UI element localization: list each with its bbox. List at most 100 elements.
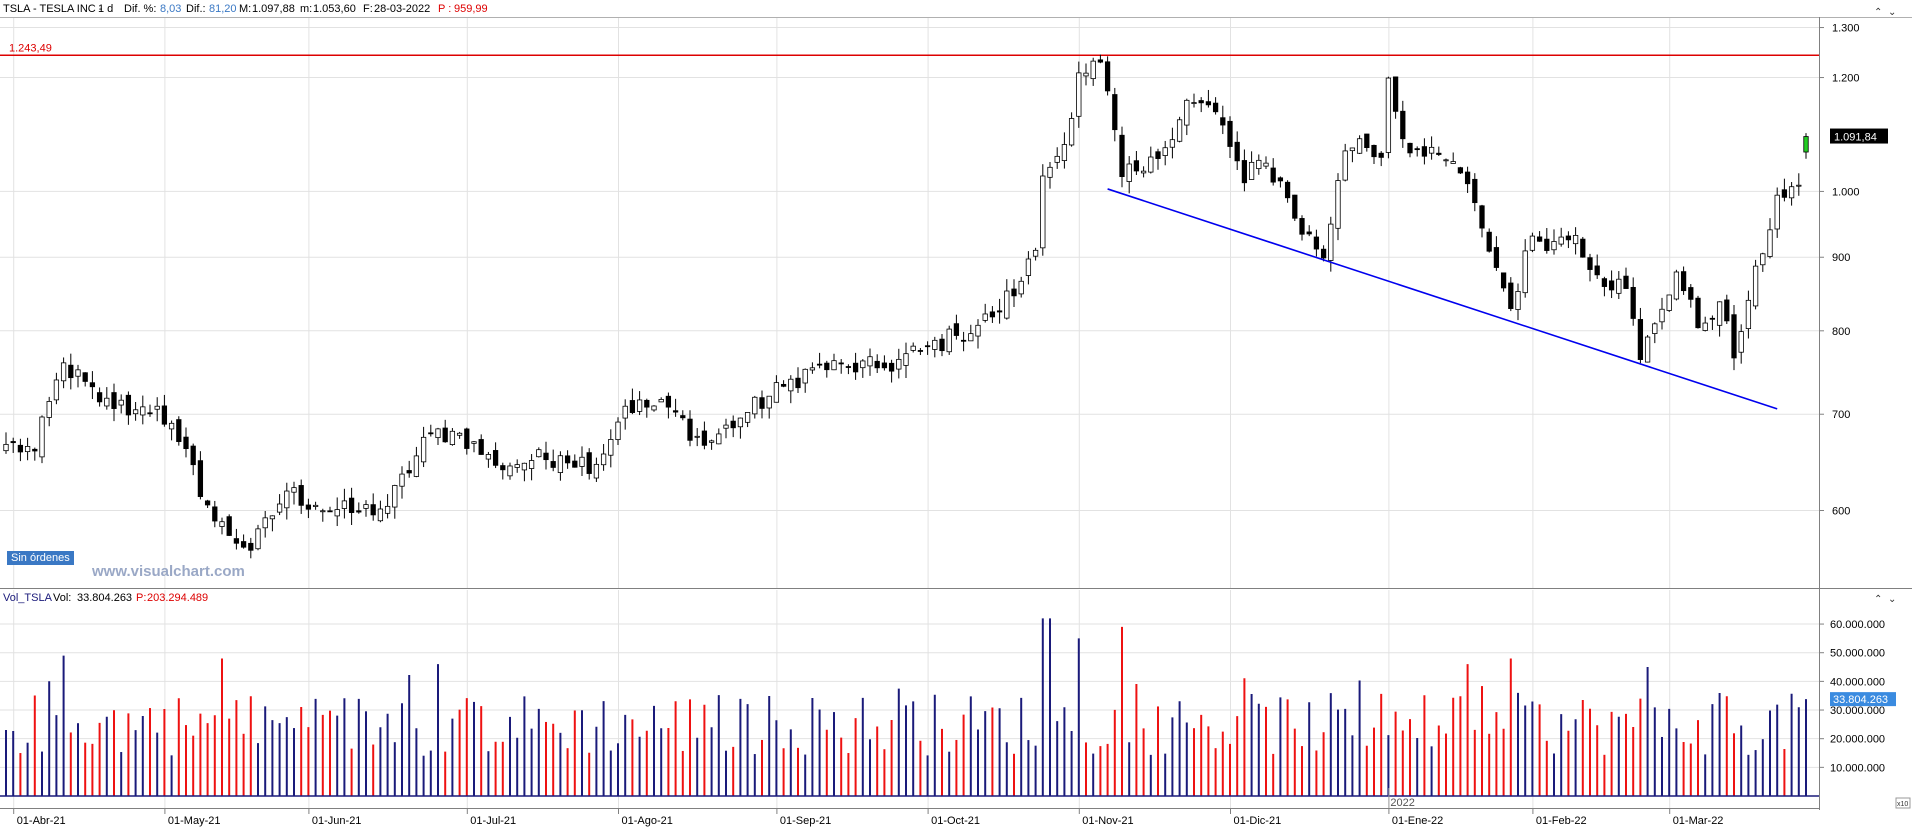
candle-body	[924, 345, 931, 348]
watermark: www.visualchart.com	[92, 563, 245, 580]
candle-body	[1270, 167, 1276, 183]
candle-body	[1709, 317, 1716, 320]
volume-series	[0, 618, 1819, 797]
candle-body	[1515, 291, 1521, 310]
candle-body	[1241, 160, 1248, 184]
volume-panel-scroll-arrows[interactable]: ⌃ ⌄	[1874, 594, 1896, 605]
orders-badge[interactable]: Sin órdenes	[7, 551, 74, 565]
candle-body	[32, 448, 38, 452]
candle-body	[500, 465, 506, 471]
candle-body	[1061, 144, 1068, 161]
candle-body	[788, 378, 794, 392]
candle-body	[435, 428, 441, 439]
candle-body	[564, 455, 571, 464]
candle-body	[816, 363, 823, 366]
candle-body	[1479, 205, 1485, 229]
volume-expand-arrow-icon[interactable]: ⌄	[1888, 594, 1896, 605]
candle-body	[399, 473, 405, 487]
candle-body	[1011, 288, 1017, 297]
candle-body	[694, 435, 700, 438]
candle-body	[1760, 253, 1766, 266]
volume-tick-label: 40.000.000	[1830, 676, 1885, 688]
corner-label: x10	[1897, 801, 1908, 808]
candle-body	[579, 456, 585, 467]
candle-body	[1680, 271, 1687, 292]
candle-body	[1796, 184, 1802, 187]
volume-collapse-arrow-icon[interactable]: ⌃	[1874, 594, 1882, 605]
candle-body	[168, 422, 175, 430]
volume-tick-label: 10.000.000	[1830, 762, 1885, 774]
candle-body	[1104, 61, 1111, 92]
candle-body	[190, 445, 196, 466]
trendline[interactable]	[1107, 188, 1778, 410]
candle-body	[276, 503, 283, 513]
candle-body	[118, 399, 124, 406]
candle-body	[1522, 250, 1528, 294]
header-min: 1.053,60	[313, 3, 356, 15]
expand-arrow-icon[interactable]: ⌄	[1888, 7, 1896, 18]
x-tick-label: 01-May-21	[168, 815, 221, 827]
x-tick-label: 01-Oct-21	[931, 815, 980, 827]
candle-body	[363, 504, 369, 509]
candle-body	[46, 401, 52, 418]
candle-body	[1162, 147, 1168, 156]
corner-box[interactable]	[1895, 797, 1911, 809]
candle-body	[672, 410, 679, 413]
candle-body	[1659, 308, 1665, 323]
candle-body	[1788, 186, 1795, 199]
last-price-tag: 1.091,84	[1830, 128, 1888, 144]
candle-body	[1328, 223, 1334, 261]
candle-body	[384, 505, 391, 514]
candle-body	[154, 405, 160, 410]
candle-body	[1673, 271, 1680, 300]
candle-body	[665, 395, 672, 408]
volume-tag-bg	[1830, 692, 1896, 707]
candle-body	[780, 383, 787, 387]
candle-body	[176, 419, 182, 442]
candle-body	[802, 368, 808, 384]
candle-body	[1047, 166, 1053, 178]
candle-body	[1198, 100, 1204, 104]
candle-body	[1544, 238, 1550, 251]
candle-body	[1227, 120, 1233, 147]
last-price-tag-text: 1.091,84	[1834, 132, 1877, 144]
candle-body	[89, 382, 96, 388]
candle-body	[1594, 265, 1600, 276]
candle-body	[1630, 286, 1636, 319]
candle-body	[521, 462, 528, 471]
x-tick-label: 01-Feb-22	[1536, 815, 1587, 827]
price-panel-scroll-arrows[interactable]: ⌃ ⌄	[1874, 7, 1896, 18]
candle-body	[723, 424, 729, 429]
candle-body	[377, 508, 384, 522]
candle-body	[622, 405, 628, 419]
candle-body	[968, 333, 974, 342]
collapse-arrow-icon[interactable]: ⌃	[1874, 7, 1882, 18]
candle-body	[903, 353, 909, 366]
candle-body	[975, 324, 981, 337]
candle-body	[888, 362, 895, 372]
candle-body	[1306, 231, 1312, 235]
header-dif-label: Dif.:	[186, 3, 206, 15]
candle-body	[284, 490, 290, 509]
candle-body	[1688, 287, 1694, 300]
candle-body	[1299, 218, 1305, 235]
volume-tag-text: 33.804.263	[1833, 694, 1888, 706]
candle-body	[291, 487, 297, 493]
candle-body	[593, 463, 600, 479]
x-tick-label: 01-Jun-21	[312, 815, 362, 827]
x-tick-label: 01-Ago-21	[622, 815, 673, 827]
candle-body	[536, 449, 542, 458]
candle-body	[1443, 159, 1449, 162]
candle-body	[269, 515, 276, 520]
candlestick-series	[3, 54, 1809, 559]
price-tick-label: 700	[1832, 409, 1850, 421]
header-prev: 959,99	[454, 3, 488, 15]
volume-tick-label: 50.000.000	[1830, 648, 1885, 660]
candle-body	[795, 377, 801, 389]
volume-prev: 203.294.489	[147, 592, 208, 604]
candle-body	[1335, 180, 1341, 229]
candle-body	[1205, 101, 1212, 106]
x-tick-label: 01-Nov-21	[1082, 815, 1133, 827]
candle-body	[1558, 236, 1564, 245]
